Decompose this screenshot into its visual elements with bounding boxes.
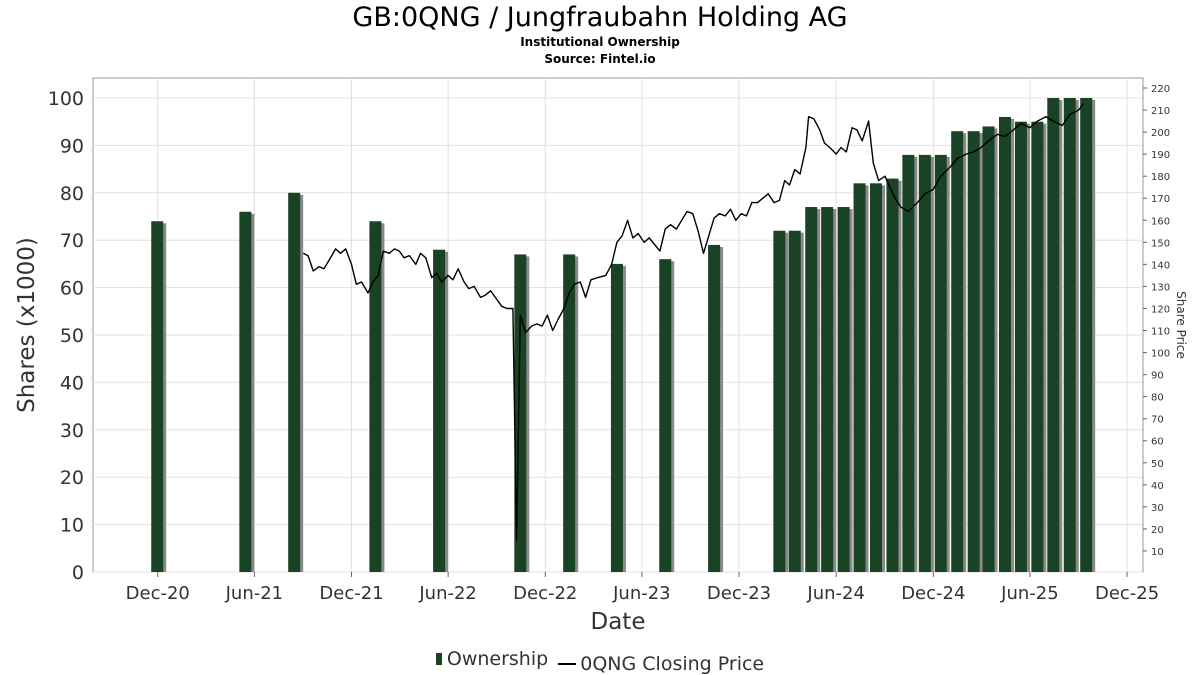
bar-ownership xyxy=(239,211,252,572)
ownership-swatch-icon xyxy=(435,653,442,665)
y-tick-label: 50 xyxy=(60,325,84,347)
x-tick-label: Jun-25 xyxy=(1000,583,1059,604)
y2-tick-label: 80 xyxy=(1151,393,1164,404)
bar-ownership xyxy=(967,131,980,572)
bar-ownership xyxy=(708,244,721,572)
y2-tick-label: 220 xyxy=(1151,84,1170,95)
bar-ownership xyxy=(982,126,995,572)
y2-tick-label: 210 xyxy=(1151,106,1170,117)
y2-tick-label: 180 xyxy=(1151,172,1170,183)
y-tick-label: 90 xyxy=(60,135,84,157)
y2-tick-label: 40 xyxy=(1151,481,1164,492)
bar-ownership xyxy=(151,221,164,573)
y2-tick-label: 60 xyxy=(1151,437,1164,448)
y2-tick-label: 30 xyxy=(1151,503,1164,514)
y2-tick-label: 200 xyxy=(1151,128,1170,139)
y2-tick-label: 170 xyxy=(1151,194,1170,205)
y-tick-label: 70 xyxy=(60,230,84,252)
chart-subtitle: Institutional Ownership xyxy=(520,35,680,49)
x-tick-label: Jun-22 xyxy=(418,583,477,604)
bar-ownership xyxy=(998,116,1011,573)
y2-tick-label: 150 xyxy=(1151,238,1170,249)
x-tick-label: Dec-20 xyxy=(126,583,190,604)
y2-tick-label: 160 xyxy=(1151,216,1170,227)
chart-title: GB:0QNG / Jungfraubahn Holding AG xyxy=(352,2,848,33)
legend-item-ownership[interactable]: Ownership xyxy=(435,648,549,670)
x-tick-label: Jun-24 xyxy=(806,583,865,604)
x-tick-label: Dec-21 xyxy=(319,583,383,604)
legend-item-price[interactable]: 0QNG Closing Price xyxy=(558,653,764,675)
y2-axis-label: Share Price xyxy=(1174,291,1188,359)
chart-source: Source: Fintel.io xyxy=(544,52,656,66)
y-tick-label: 60 xyxy=(60,278,84,300)
legend-label-price: 0QNG Closing Price xyxy=(580,653,765,675)
bar-ownership xyxy=(659,259,672,572)
x-tick-label: Dec-24 xyxy=(901,583,965,604)
x-tick-label: Dec-25 xyxy=(1095,583,1159,604)
axis-layer: 0 10 20 30 40 50 60 70 80 90 100 Dec-20 Jun-21 Dec-21… xyxy=(14,78,1188,635)
bar-ownership xyxy=(1080,98,1093,572)
x-tick-label: Jun-21 xyxy=(225,583,284,604)
bar-ownership xyxy=(1031,121,1044,572)
y-tick-label: 20 xyxy=(60,467,84,489)
bar-ownership xyxy=(563,254,576,573)
legend-label-ownership: Ownership xyxy=(446,648,549,670)
bar-ownership xyxy=(837,207,850,572)
y2-tick-label: 120 xyxy=(1151,304,1170,315)
bar-ownership xyxy=(951,131,964,572)
y2-tick-label: 20 xyxy=(1151,525,1164,536)
y2-tick-label: 70 xyxy=(1151,415,1164,426)
y2-tick-label: 100 xyxy=(1151,349,1170,360)
bar-ownership xyxy=(288,192,301,573)
bar-ownership xyxy=(1047,98,1060,572)
y2-tick-label: 130 xyxy=(1151,282,1170,293)
y-tick-label: 10 xyxy=(60,515,84,537)
bar-ownership xyxy=(433,249,446,572)
bar-ownership xyxy=(369,221,382,573)
y-tick-label: 0 xyxy=(72,562,84,584)
price-swatch-icon xyxy=(558,663,577,665)
x-tick-label: Dec-22 xyxy=(513,583,577,604)
x-axis-label: Date xyxy=(591,609,646,635)
bar-ownership xyxy=(902,154,915,572)
bar-ownership xyxy=(918,154,931,572)
y-tick-label: 30 xyxy=(60,420,84,442)
y2-tick-label: 110 xyxy=(1151,327,1170,338)
price-line xyxy=(302,102,1085,541)
bar-ownership xyxy=(773,230,786,572)
bar-layer xyxy=(151,98,1096,573)
bar-ownership xyxy=(869,183,882,572)
bar-ownership xyxy=(853,183,866,572)
bar-ownership xyxy=(788,230,801,572)
bar-ownership xyxy=(1014,121,1027,572)
line-layer xyxy=(302,102,1085,541)
x-tick-label: Dec-23 xyxy=(707,583,771,604)
y2-tick-label: 50 xyxy=(1151,459,1164,470)
y-axis-label: Shares (x1000) xyxy=(14,237,40,413)
bar-ownership xyxy=(610,263,623,572)
x-tick-label: Jun-23 xyxy=(612,583,671,604)
y-tick-label: 80 xyxy=(60,183,84,205)
bar-ownership xyxy=(1063,98,1076,572)
bar-ownership xyxy=(886,178,899,572)
bar-ownership xyxy=(805,207,818,572)
legend: Ownership 0QNG Closing Price xyxy=(0,648,1200,675)
bar-ownership xyxy=(821,207,834,572)
y2-tick-label: 140 xyxy=(1151,260,1170,271)
y2-tick-label: 90 xyxy=(1151,371,1164,382)
y-tick-label: 40 xyxy=(60,372,84,394)
y2-tick-label: 10 xyxy=(1151,547,1164,558)
y2-tick-label: 190 xyxy=(1151,150,1170,161)
y-tick-label: 100 xyxy=(48,88,84,110)
bar-ownership xyxy=(934,154,947,572)
